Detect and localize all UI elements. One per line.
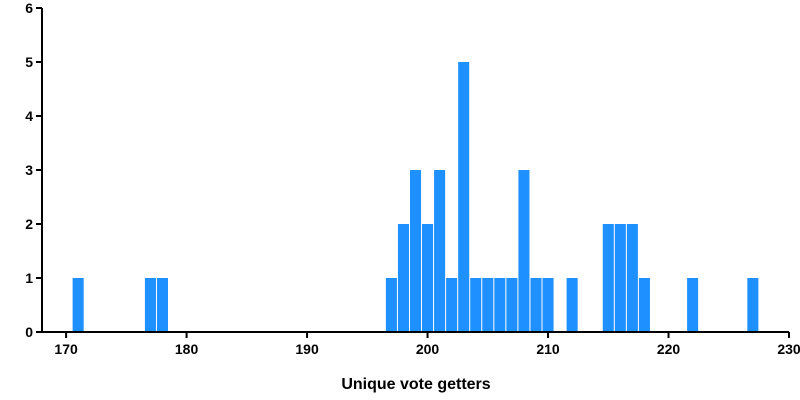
y-tick-label: 3 xyxy=(25,162,33,178)
x-tick-label: 210 xyxy=(536,341,560,357)
bar-208 xyxy=(518,170,530,332)
bar-202 xyxy=(446,278,458,332)
y-axis: 0 1 2 3 4 5 6 xyxy=(25,0,43,340)
bar-199 xyxy=(409,170,422,332)
bar-198 xyxy=(397,224,409,332)
x-tick-label: 170 xyxy=(54,341,78,357)
bar-203 xyxy=(458,62,470,332)
bar-209 xyxy=(530,278,542,332)
bar-204 xyxy=(470,278,482,332)
bar-216 xyxy=(614,224,626,332)
y-tick-label: 1 xyxy=(25,270,33,286)
y-tick-label: 6 xyxy=(25,0,33,16)
x-tick-label: 200 xyxy=(416,341,440,357)
bar-201 xyxy=(434,170,446,332)
bar-197 xyxy=(385,278,397,332)
bar-222 xyxy=(687,278,699,332)
x-tick-label: 220 xyxy=(657,341,681,357)
bar-227 xyxy=(747,278,759,332)
bar-207 xyxy=(506,278,518,332)
y-tick-label: 2 xyxy=(25,216,33,232)
bar-200 xyxy=(422,224,434,332)
x-axis: 170 180 190 200 210 220 230 xyxy=(42,331,800,357)
bar-210 xyxy=(542,278,554,332)
bar-206 xyxy=(494,278,506,332)
y-tick-label: 0 xyxy=(25,324,33,340)
y-tick-label: 4 xyxy=(25,108,33,124)
x-tick-label: 230 xyxy=(777,341,800,357)
bar-205 xyxy=(482,278,494,332)
bar-217 xyxy=(626,224,638,332)
bar-171 xyxy=(72,278,84,332)
y-tick-label: 5 xyxy=(25,54,33,70)
x-tick-label: 180 xyxy=(175,341,199,357)
bar-177 xyxy=(144,278,156,332)
x-axis-title: Unique vote getters xyxy=(341,376,490,393)
bar-215 xyxy=(602,224,614,332)
bars-group xyxy=(72,62,759,332)
bar-218 xyxy=(638,278,650,332)
x-tick-label: 190 xyxy=(295,341,319,357)
bar-178 xyxy=(156,278,169,332)
bar-212 xyxy=(566,278,578,332)
